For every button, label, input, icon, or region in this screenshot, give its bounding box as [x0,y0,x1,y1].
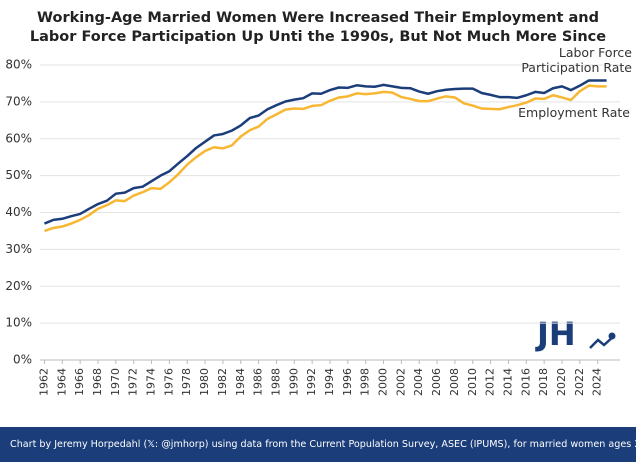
x-tick-label: 2012 [484,368,497,396]
x-tick-label: 1988 [269,368,282,396]
y-tick-label: 20% [5,279,32,293]
y-tick-label: 10% [5,316,32,330]
x-tick-label: 2002 [394,368,407,396]
x-tick-label: 1978 [180,368,193,396]
x-tick-label: 1984 [234,368,247,396]
logo-icon [589,335,615,349]
x-tick-label: 2016 [519,368,532,396]
source-note: Chart by Jeremy Horpedahl (𝕏: @jmhorp) u… [0,427,636,462]
x-tick-label: 1964 [55,368,68,396]
x-tick-label: 1970 [109,368,122,396]
x-tick-label: 2000 [377,368,390,396]
x-tick-label: 2018 [537,368,550,396]
x-tick-label: 1982 [216,368,229,396]
x-tick-label: 2010 [466,368,479,396]
x-tick-label: 1994 [323,368,336,396]
x-tick-label: 2020 [555,368,568,396]
x-tick-label: 1974 [145,368,158,396]
series-line [44,84,607,233]
y-tick-label: 60% [5,131,32,145]
x-tick-label: 2022 [573,368,586,396]
y-tick-label: 40% [5,205,32,219]
y-tick-label: 80% [5,58,32,72]
logo: JH [535,315,576,353]
x-tick-label: 1962 [37,368,50,396]
series-label: Labor Force Participation Rate [521,45,632,75]
chart-title: Labor Force Participation Up Unti the 19… [30,29,606,45]
x-tick-label: 1968 [91,368,104,396]
x-tick-label: 1986 [252,368,265,396]
y-tick-label: 70% [5,94,32,108]
series-label: Employment Rate [518,105,630,120]
x-tick-label: 1992 [305,368,318,396]
logo-icon [608,332,616,340]
x-tick-label: 2006 [430,368,443,396]
x-tick-label: 2024 [591,368,604,396]
chart: Working-Age Married Women Were Increased… [5,10,620,396]
y-tick-label: 30% [5,242,32,256]
series-line [43,79,607,225]
x-tick-label: 1990 [287,368,300,396]
x-tick-label: 1980 [198,368,211,396]
x-tick-label: 1976 [162,368,175,396]
x-tick-label: 2014 [501,368,514,396]
x-tick-label: 1998 [359,368,372,396]
x-tick-label: 1972 [127,368,140,396]
x-tick-label: 2004 [412,368,425,396]
x-tick-label: 1966 [73,368,86,396]
chart-title: Working-Age Married Women Were Increased… [37,10,599,26]
y-tick-label: 50% [5,168,32,182]
y-tick-label: 0% [13,353,32,367]
x-tick-label: 2008 [448,368,461,396]
x-tick-label: 1996 [341,368,354,396]
